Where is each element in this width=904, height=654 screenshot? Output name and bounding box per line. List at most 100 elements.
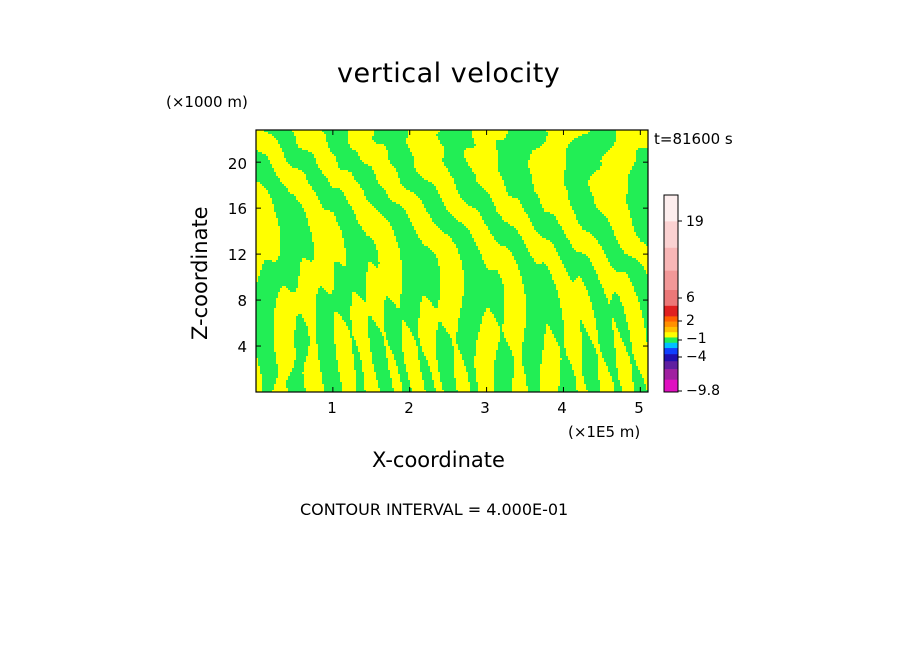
field-cell [528,390,541,392]
field-cell [488,268,519,271]
field-cell [380,330,385,333]
field-cell [630,212,648,215]
field-cell [438,364,455,367]
field-cell [490,196,513,199]
field-cell [258,360,277,363]
field-cell [262,382,277,385]
field-cell [590,298,609,301]
field-cell [276,302,317,305]
field-cell [414,192,439,195]
field-cell [520,202,541,205]
field-cell [314,190,343,193]
field-cell [286,382,305,385]
field-cell [338,224,361,227]
field-cell [604,360,617,363]
field-cell [402,272,441,275]
field-cell [560,368,573,371]
field-cell [416,340,421,343]
field-cell [256,204,275,207]
field-cell [366,278,403,281]
field-cell [484,314,495,317]
field-cell [566,270,597,273]
field-cell [554,282,585,285]
field-cell [458,348,477,351]
field-cell [322,204,351,207]
field-cell [326,290,333,293]
field-cell [542,356,561,359]
field-cell [636,156,648,159]
field-cell [276,298,317,301]
field-cell [390,222,413,225]
field-cell [522,276,553,279]
field-cell [452,338,457,341]
field-cell [308,182,331,185]
field-cell [602,352,617,355]
field-cell [418,326,439,329]
field-cell [532,176,565,179]
field-cell [500,332,505,335]
field-cell [318,354,337,357]
field-cell [328,292,333,295]
field-cell [438,322,443,325]
field-cell [600,380,613,383]
field-cell [564,320,581,323]
field-cell [344,194,365,197]
field-cell [518,266,549,269]
field-cell [598,274,629,277]
field-cell [286,380,305,383]
field-cell [440,374,455,377]
field-cell [558,290,589,293]
field-cell [530,168,567,171]
field-cell [572,364,583,367]
field-cell [590,338,599,341]
field-cell [432,250,459,253]
field-cell [614,234,637,237]
field-cell [498,344,509,347]
field-cell [494,368,515,371]
field-cell [388,362,397,365]
field-cell [512,254,531,257]
field-cell [628,204,648,207]
field-cell [312,236,343,239]
field-cell [304,378,323,381]
field-cell [318,166,339,169]
field-cell [322,130,349,133]
field-cell [484,220,505,223]
field-cell [612,320,615,323]
field-cell [388,368,399,371]
field-cell [436,254,461,257]
y-tick-label-4: 4 [237,338,247,356]
field-cell [456,338,479,341]
field-cell [256,346,275,349]
field-cell [256,324,275,327]
field-cell [318,348,337,351]
field-cell [256,338,275,341]
field-cell [552,242,571,245]
field-cell [572,280,575,283]
field-cell [550,270,567,273]
field-cell [256,162,271,165]
field-cell [280,180,309,183]
field-cell [482,320,497,323]
field-cell [454,350,461,353]
field-cell [502,176,533,179]
field-cell [390,224,413,227]
field-cell [440,376,455,379]
field-cell [338,362,355,365]
field-cell [260,270,301,273]
field-cell [630,210,648,213]
field-cell [576,386,587,389]
field-cell [422,300,431,303]
field-cell [444,156,465,159]
field-cell [366,284,403,287]
field-cell [582,228,613,231]
field-cell [634,390,648,392]
field-cell [586,388,601,391]
field-cell [274,386,287,389]
field-cell [310,260,313,263]
field-cell [408,376,423,379]
field-cell [598,338,615,341]
field-cell [454,178,477,181]
field-cell [594,266,613,269]
field-cell [370,346,387,349]
